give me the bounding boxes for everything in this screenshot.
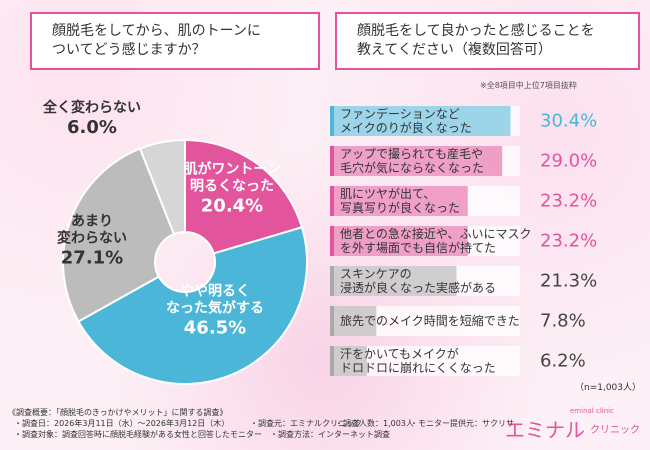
bar-label: 肌にツヤが出て、 写真写りが良くなった xyxy=(340,187,461,215)
bar-title: 顔脱毛をして良かったと感じることを 教えてください（複数回答可） xyxy=(335,12,640,70)
footer-text: ・モニター提供元：サクリサ xyxy=(410,419,514,428)
bar-edge xyxy=(330,346,334,376)
bar xyxy=(330,346,367,376)
pie-category-label: やや明るく なった気がする 46.5% xyxy=(166,283,264,339)
logo-tail: クリニック xyxy=(590,425,640,436)
bar-label: ファンデーションなど メイクのりが良くなった xyxy=(340,107,472,135)
footer-text: ・調査対象：調査回答時に顔脱毛経験がある女性と回答したモニター xyxy=(14,430,262,439)
sample-size: （n=1,003人） xyxy=(575,383,642,393)
bar-label: アップで撮られても産毛や 毛穴が気にならなくなった xyxy=(340,147,485,175)
pie-category-text: 肌がワントーン 明るくなった xyxy=(183,161,281,195)
pie-value-label: 46.5% xyxy=(183,317,247,339)
footer-text: ・調査日：2026年3月11日（水）～2026年3月12日（木） xyxy=(14,419,230,428)
bar-value-label: 7.8% xyxy=(540,310,586,332)
note: ※全8項目中上位7項目抜粋 xyxy=(480,81,577,90)
pie-category-label: 全く変わらない 6.0% xyxy=(43,100,141,138)
bar-label: 汗をかいてもメイクが ドロドロに崩れにくくなった xyxy=(340,347,496,375)
bar xyxy=(330,186,468,216)
bar-edge xyxy=(330,186,334,216)
pie-value-label: 27.1% xyxy=(60,247,124,269)
bar xyxy=(330,306,377,336)
bar-edge xyxy=(330,146,334,176)
bar-value-label: 23.2% xyxy=(540,230,598,252)
footer-text: ・調査方法：インターネット調査 xyxy=(270,430,390,439)
pie-category-label: あまり 変わらない 27.1% xyxy=(57,213,127,269)
bar-label: 旅先でのメイク時間を短縮できた xyxy=(340,314,520,328)
bar-label: スキンケアの 浸透が良くなった実感がある xyxy=(340,267,497,295)
pie-category-label: 肌がワントーン 明るくなった 20.4% xyxy=(183,161,281,217)
bar-value-label: 30.4% xyxy=(540,110,598,132)
bar xyxy=(330,146,503,176)
footer-text: ・調査元：エミナルクリニック xyxy=(250,419,362,428)
pie-value-label: 20.4% xyxy=(200,195,264,217)
bar-value-label: 21.3% xyxy=(540,270,598,292)
pie-category-text: 全く変わらない xyxy=(43,100,141,116)
footer-text: 《調査概要：「顔脱毛のきっかけやメリット」に関する調査》 xyxy=(8,408,228,417)
logo-sub: eminal clinic xyxy=(570,407,614,415)
pie-slice xyxy=(184,138,304,255)
bar-edge xyxy=(330,266,334,296)
bar-value-label: 23.2% xyxy=(540,190,598,212)
pie-slice xyxy=(62,147,176,323)
bar xyxy=(330,266,457,296)
bar-edge xyxy=(330,306,334,336)
footer-text: ・調査人数：1,003人 xyxy=(335,419,414,428)
logo-main: エミナル xyxy=(505,418,585,442)
bar xyxy=(330,226,468,256)
pie-slice xyxy=(138,138,186,236)
bar-edge xyxy=(330,226,334,256)
pie-title: 顔脱毛をしてから、肌のトーンに ついてどう感じますか？ xyxy=(30,12,320,70)
pie-slice xyxy=(77,225,308,385)
bar-label: 他者との急な接近や、ふいにマスク を外す場面でも自信が持てた xyxy=(340,227,532,255)
pie-category-text: あまり 変わらない xyxy=(57,213,127,247)
bar-edge xyxy=(330,106,334,136)
pie-value-label: 6.0% xyxy=(67,117,117,138)
bar-value-label: 6.2% xyxy=(540,350,586,372)
pie-category-text: やや明るく なった気がする xyxy=(166,283,264,317)
bar xyxy=(330,106,511,136)
bar-value-label: 29.0% xyxy=(540,150,598,172)
